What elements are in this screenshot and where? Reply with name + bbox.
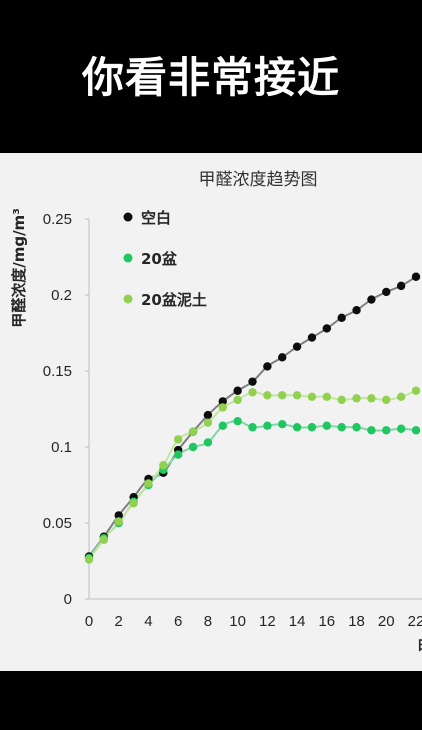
data-point-series-1 — [278, 353, 287, 362]
x-tick-label: 10 — [229, 613, 246, 630]
data-point-series-1 — [292, 342, 302, 351]
data-point-series-3 — [322, 392, 332, 402]
data-point-series-1 — [114, 511, 123, 520]
data-point-series-2 — [173, 450, 183, 459]
y-axis-title: 甲醛浓度/mg/m³ — [10, 208, 28, 328]
data-point-series-1 — [352, 306, 361, 315]
legend-label: 空白 — [141, 209, 171, 227]
data-point-series-3 — [203, 418, 213, 427]
y-tick-label: 0.05 — [43, 515, 72, 532]
x-tick-label: 16 — [318, 613, 335, 630]
data-point-series-2 — [337, 423, 346, 432]
data-point-series-1 — [382, 287, 391, 297]
data-point-series-2 — [411, 426, 421, 435]
data-point-series-2 — [396, 424, 406, 433]
data-point-series-3 — [411, 386, 421, 395]
data-point-series-2 — [278, 420, 287, 429]
legend-marker — [123, 294, 133, 304]
x-tick-label: 22 — [408, 613, 422, 630]
data-point-series-1 — [322, 324, 332, 333]
data-point-series-3 — [218, 403, 227, 412]
data-point-series-3 — [144, 479, 153, 488]
data-point-series-1 — [396, 281, 406, 291]
data-point-series-3 — [248, 388, 257, 397]
data-point-series-3 — [129, 499, 138, 508]
x-tick-label: 20 — [378, 613, 395, 630]
data-point-series-2 — [203, 438, 213, 447]
bottom-band — [0, 671, 422, 730]
data-point-series-3 — [307, 392, 317, 402]
y-tick-label: 0.25 — [43, 211, 72, 228]
y-tick-label: 0.15 — [43, 363, 72, 380]
headline: 你看非常接近 — [81, 53, 340, 102]
data-point-series-3 — [263, 391, 272, 400]
x-axis-title: 时 — [418, 637, 422, 655]
data-points — [84, 272, 421, 564]
data-point-series-3 — [84, 555, 94, 564]
data-point-series-1 — [411, 272, 421, 281]
data-point-series-1 — [307, 333, 317, 342]
trend-line-1 — [88, 275, 417, 558]
data-point-series-1 — [233, 386, 242, 395]
x-tick-label: 0 — [85, 613, 93, 630]
axis-ticks: 0 2 4 6 8 10 12 14 16 18 20 22 0 0.05 0.1 0.15 0.2 0.25 — [43, 211, 422, 630]
trend-line-3 — [88, 389, 417, 561]
legend-marker — [123, 253, 133, 263]
data-point-series-3 — [99, 535, 109, 544]
data-point-series-2 — [322, 421, 332, 430]
data-point-series-3 — [292, 391, 302, 400]
y-tick-label: 0.1 — [51, 439, 72, 456]
data-point-series-1 — [203, 410, 213, 420]
top-band — [0, 0, 422, 153]
data-point-series-2 — [233, 416, 242, 426]
data-point-series-2 — [352, 423, 361, 432]
data-point-series-2 — [292, 423, 302, 432]
data-point-series-1 — [263, 362, 272, 371]
data-point-series-2 — [367, 426, 376, 435]
data-point-series-3 — [352, 394, 361, 403]
data-point-series-3 — [382, 395, 391, 405]
data-point-series-3 — [114, 517, 123, 526]
legend: 空白 20盆 20盆泥土 — [123, 209, 207, 309]
data-point-series-3 — [173, 435, 183, 444]
x-tick-label: 8 — [204, 613, 212, 630]
x-tick-label: 2 — [115, 613, 123, 630]
data-point-series-1 — [337, 313, 346, 322]
data-point-series-3 — [278, 391, 287, 400]
x-tick-label: 18 — [348, 613, 365, 630]
chart-title: 甲醛浓度趋势图 — [199, 170, 318, 190]
data-point-series-2 — [188, 442, 198, 452]
trend-line-2 — [88, 420, 417, 559]
chart-panel: 甲醛浓度趋势图 甲醛浓度/mg/m³ 时 0 2 4 6 8 10 12 14 16 18 20 22… — [0, 153, 422, 671]
data-point-series-3 — [396, 392, 406, 402]
data-point-series-1 — [367, 295, 376, 304]
data-point-series-3 — [337, 395, 346, 405]
data-point-series-2 — [248, 423, 257, 432]
data-point-series-3 — [233, 395, 242, 405]
trend-lines — [88, 275, 417, 561]
x-tick-label: 6 — [174, 613, 182, 630]
x-tick-label: 12 — [259, 613, 276, 630]
chart-svg: 甲醛浓度趋势图 甲醛浓度/mg/m³ 时 0 2 4 6 8 10 12 14 16 18 20 22… — [10, 170, 422, 655]
legend-label: 20盆 — [141, 250, 178, 268]
data-point-series-3 — [367, 394, 376, 403]
data-point-series-3 — [159, 461, 168, 470]
y-tick-label: 0.2 — [51, 287, 72, 304]
y-tick-label: 0 — [64, 591, 72, 608]
legend-marker — [123, 212, 133, 222]
data-point-series-3 — [188, 427, 198, 436]
data-point-series-1 — [248, 377, 257, 386]
data-point-series-2 — [218, 421, 227, 430]
data-point-series-2 — [263, 421, 272, 430]
data-point-series-1 — [218, 397, 227, 406]
data-point-series-2 — [382, 426, 391, 435]
data-point-series-2 — [307, 423, 317, 432]
x-tick-label: 14 — [289, 613, 306, 630]
legend-label: 20盆泥土 — [141, 291, 207, 309]
x-tick-label: 4 — [144, 613, 152, 630]
